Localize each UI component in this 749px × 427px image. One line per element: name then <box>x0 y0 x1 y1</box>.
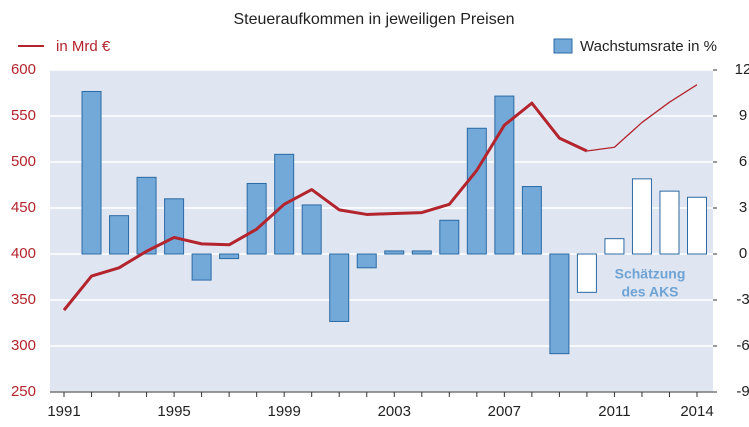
y2-tick-label: -6 <box>736 337 749 354</box>
bar <box>191 253 212 281</box>
y2-tick-label: 0 <box>739 245 747 262</box>
annotation: Schätzung <box>615 266 686 282</box>
bar <box>604 238 625 255</box>
bar <box>466 127 487 255</box>
legend-swatch <box>553 38 573 54</box>
x-tick-label: 2011 <box>598 403 630 420</box>
bar <box>631 178 652 255</box>
y2-tick-label: -3 <box>736 291 749 308</box>
y-tick-label: 450 <box>11 199 36 216</box>
line-series <box>62 101 588 312</box>
y-tick-label: 600 <box>11 61 36 78</box>
bar <box>219 253 240 260</box>
x-tick-label: 2007 <box>488 403 521 420</box>
annotation: des AKS <box>621 284 678 300</box>
bar <box>164 198 185 255</box>
chart-title: Steueraufkommen in jeweiligen Preisen <box>233 11 514 28</box>
bar <box>411 250 432 255</box>
bar <box>136 176 157 255</box>
bar <box>687 196 707 255</box>
bar <box>329 253 350 322</box>
x-tick-label: 1999 <box>267 403 300 420</box>
y-tick-label: 250 <box>11 383 36 400</box>
bar <box>659 190 680 255</box>
y-tick-label: 500 <box>11 153 36 170</box>
y2-tick-label: 3 <box>739 199 747 216</box>
line-series <box>586 84 698 152</box>
y2-tick-label: 6 <box>739 153 747 170</box>
bar <box>356 253 377 269</box>
bar <box>246 182 267 255</box>
bar <box>81 90 102 255</box>
plot-area <box>50 70 713 392</box>
bar <box>521 186 542 255</box>
y2-tick-label: 9 <box>739 107 747 124</box>
x-tick-label: 2014 <box>680 403 713 420</box>
y-tick-label: 550 <box>11 107 36 124</box>
x-tick-label: 1991 <box>47 403 80 420</box>
bar <box>549 253 570 355</box>
bar <box>109 215 130 255</box>
y-tick-label: 350 <box>11 291 36 308</box>
bar <box>301 204 322 255</box>
x-tick-label: 2003 <box>378 403 411 420</box>
bar <box>384 250 405 255</box>
legend-label: Wachstumsrate in % <box>580 38 717 55</box>
y2-tick-label: -9 <box>736 383 749 400</box>
x-tick-label: 1995 <box>157 403 190 420</box>
legend-label: in Mrd € <box>56 38 111 55</box>
y-tick-label: 300 <box>11 337 36 354</box>
y2-tick-label: 12 <box>735 61 749 78</box>
y-tick-label: 400 <box>11 245 36 262</box>
bar <box>439 219 460 255</box>
bar <box>576 253 597 293</box>
